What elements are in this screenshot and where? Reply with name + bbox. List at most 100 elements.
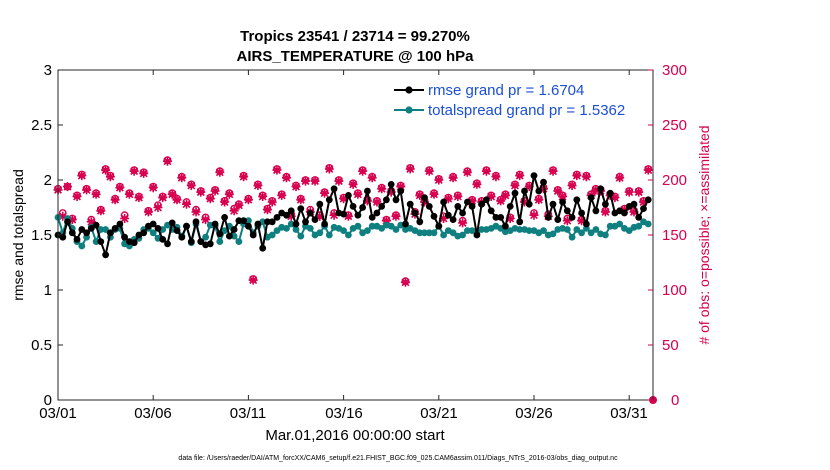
obs-assimilated-marker xyxy=(472,179,482,189)
totalspread-point xyxy=(235,238,243,246)
rmse-point xyxy=(421,194,428,202)
obs-assimilated-marker xyxy=(600,207,610,217)
obs-assimilated-marker xyxy=(296,195,306,205)
obs-assimilated-marker xyxy=(558,192,568,201)
obs-assimilated-marker xyxy=(258,192,268,201)
rmse-point xyxy=(578,209,585,217)
totalspread-point xyxy=(421,229,428,237)
rmse-point xyxy=(187,238,195,246)
rmse-point xyxy=(554,216,562,224)
rmse-point xyxy=(597,185,604,193)
obs-assimilated-marker xyxy=(58,211,68,221)
obs-assimilated-marker xyxy=(191,207,201,217)
x-tick-label: 03/16 xyxy=(325,405,363,422)
obs-assimilated-marker xyxy=(353,189,363,199)
rmse-point xyxy=(502,222,509,230)
legend: rmse grand pr = 1.6704 totalspread grand… xyxy=(394,82,625,119)
obs-assimilated-marker xyxy=(567,181,577,190)
rmse-point xyxy=(506,203,514,210)
totalspread-point xyxy=(340,227,347,235)
rmse-point xyxy=(130,239,138,247)
rmse-point xyxy=(511,189,519,197)
rmse-point xyxy=(440,198,447,206)
rmse-point xyxy=(402,220,409,228)
rmse-point xyxy=(159,236,167,243)
rmse-point xyxy=(464,198,471,206)
obs-assimilated-marker xyxy=(343,211,353,221)
obs-assimilated-marker xyxy=(500,190,510,200)
obs-assimilated-marker xyxy=(386,187,396,197)
obs-assimilated-marker xyxy=(634,187,644,197)
obs-assimilated-marker xyxy=(101,165,111,175)
obs-assimilated-marker xyxy=(201,215,211,225)
rmse-point xyxy=(368,214,376,221)
rmse-point xyxy=(454,203,462,210)
obs-assimilated-marker xyxy=(96,206,106,216)
totalspread-point xyxy=(468,227,476,235)
obs-assimilated-marker xyxy=(339,194,349,204)
obs-assimilated-marker xyxy=(348,179,358,189)
totalspread-point xyxy=(316,229,324,237)
rmse-point xyxy=(373,209,381,217)
obs-assimilated-marker xyxy=(334,176,344,186)
plot-area xyxy=(58,70,653,400)
rmse-point xyxy=(73,236,81,243)
rmse-point xyxy=(397,187,405,195)
rmse-point xyxy=(478,200,485,208)
rmse-point xyxy=(583,220,590,228)
obs-assimilated-marker xyxy=(320,188,330,198)
rmse-point xyxy=(359,204,366,211)
totalspread-point xyxy=(292,226,300,233)
totalspread-point xyxy=(464,227,471,235)
rmse-point xyxy=(111,225,119,232)
totalspread-point xyxy=(273,227,281,235)
totalspread-point xyxy=(568,233,576,241)
rmse-point xyxy=(378,203,386,210)
obs-assimilated-marker xyxy=(253,181,263,190)
obs-assimilated-marker xyxy=(443,194,453,204)
rmse-point xyxy=(525,200,533,208)
ticks xyxy=(57,69,653,401)
rmse-point xyxy=(644,196,652,204)
totalspread-point xyxy=(644,220,652,228)
rmse-point xyxy=(168,219,176,227)
totalspread-point xyxy=(354,222,362,230)
rmse-point xyxy=(602,200,609,208)
totalspread-point xyxy=(325,231,333,239)
y-tick-label: 3 xyxy=(44,62,52,79)
totalspread-point xyxy=(78,242,86,250)
rmse-point xyxy=(64,218,71,226)
rmse-point xyxy=(559,198,566,206)
totalspread-point xyxy=(425,229,433,237)
obs-assimilated-marker xyxy=(167,189,177,199)
obs-assimilated-marker xyxy=(262,205,272,215)
legend-marker-rmse xyxy=(405,86,413,94)
rmse-point xyxy=(92,221,100,229)
obs-assimilated-marker xyxy=(229,206,239,216)
obs-assimilated-marker xyxy=(629,207,639,217)
rmse-point xyxy=(240,217,248,225)
totalspread-point xyxy=(245,217,252,225)
totalspread-point xyxy=(368,222,376,230)
obs-assimilated-marker xyxy=(486,192,496,201)
rmse-point xyxy=(78,226,86,233)
obs-assimilated-marker xyxy=(524,182,534,192)
y-right-tick-label: 300 xyxy=(662,62,687,79)
obs-assimilated-marker xyxy=(172,195,182,205)
rmse-point xyxy=(97,238,105,246)
rmse-point xyxy=(249,231,257,239)
rmse-point xyxy=(587,194,595,202)
rmse-point xyxy=(540,178,547,186)
obs-assimilated-marker xyxy=(553,186,563,196)
totalspread-point xyxy=(516,226,524,233)
rmse-point xyxy=(568,214,576,221)
rmse-point xyxy=(297,205,305,213)
y-tick-label: 1 xyxy=(44,282,52,299)
totalspread-point xyxy=(92,238,100,246)
obs-assimilated-marker xyxy=(572,171,582,181)
rmse-point xyxy=(330,185,338,193)
rmse-point xyxy=(87,225,95,232)
legend-label-spread: totalspread grand pr = 1.5362 xyxy=(428,102,625,119)
totalspread-point xyxy=(459,231,466,239)
